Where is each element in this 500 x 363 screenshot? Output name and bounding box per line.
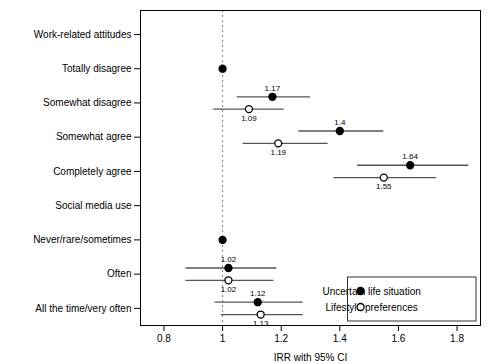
svg-text:1.4: 1.4 — [333, 333, 347, 344]
svg-text:Uncertain life situation: Uncertain life situation — [322, 286, 420, 297]
svg-text:Somewhat agree: Somewhat agree — [56, 131, 132, 142]
svg-text:Never/rare/sometimes: Never/rare/sometimes — [33, 234, 131, 245]
svg-text:1.12: 1.12 — [250, 289, 266, 298]
svg-text:1.55: 1.55 — [376, 182, 392, 191]
svg-text:Totally disagree: Totally disagree — [62, 63, 132, 74]
svg-text:Social media use: Social media use — [55, 200, 132, 211]
svg-text:1.6: 1.6 — [391, 333, 405, 344]
svg-text:1.02: 1.02 — [221, 255, 237, 264]
svg-text:Completely agree: Completely agree — [53, 166, 132, 177]
svg-text:Somewhat disagree: Somewhat disagree — [43, 97, 132, 108]
svg-text:1.13: 1.13 — [253, 319, 269, 328]
svg-text:1.2: 1.2 — [274, 333, 288, 344]
svg-text:Work-related attitudes: Work-related attitudes — [34, 29, 132, 40]
svg-text:1.19: 1.19 — [270, 148, 286, 157]
svg-text:1.17: 1.17 — [265, 84, 281, 93]
svg-text:Lifestyle preferences: Lifestyle preferences — [325, 302, 417, 313]
svg-text:1.4: 1.4 — [334, 118, 346, 127]
svg-text:1.09: 1.09 — [241, 114, 257, 123]
svg-text:1.02: 1.02 — [221, 285, 237, 294]
svg-text:1.8: 1.8 — [450, 333, 464, 344]
svg-text:Often: Often — [107, 268, 131, 279]
svg-text:0.8: 0.8 — [157, 333, 171, 344]
svg-text:IRR with 95% CI: IRR with 95% CI — [274, 352, 347, 363]
svg-text:1.64: 1.64 — [402, 152, 418, 161]
svg-text:1: 1 — [220, 333, 226, 344]
svg-text:All the time/very often: All the time/very often — [35, 303, 131, 314]
